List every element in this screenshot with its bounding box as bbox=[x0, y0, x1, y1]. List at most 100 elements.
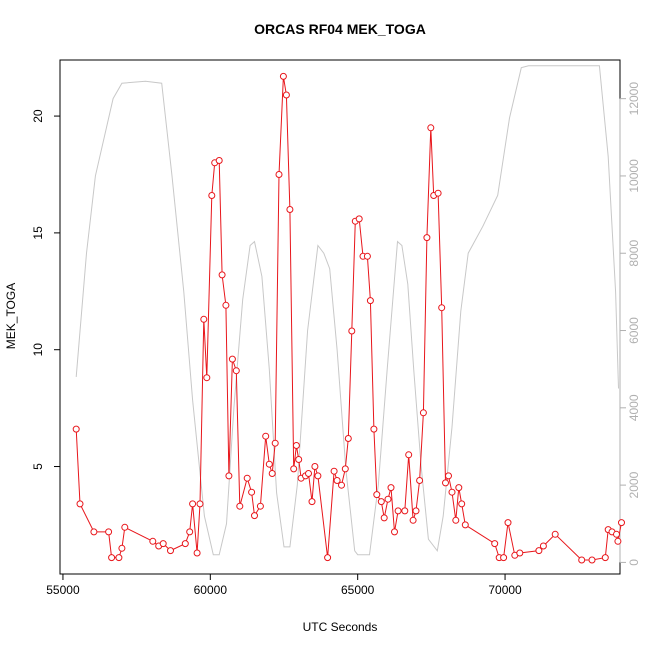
data-point bbox=[377, 498, 385, 506]
data-point bbox=[305, 470, 312, 477]
data-point bbox=[225, 472, 233, 480]
data-point bbox=[423, 234, 431, 242]
y-axis-label: MEK_TOGA bbox=[4, 283, 18, 349]
data-point bbox=[271, 439, 279, 447]
data-point bbox=[268, 470, 276, 477]
data-point bbox=[516, 549, 524, 557]
data-point bbox=[203, 374, 211, 382]
data-point bbox=[370, 425, 378, 433]
x-axis: 55000 60000 65000 70000 bbox=[46, 573, 522, 597]
plot-frame bbox=[59, 59, 621, 575]
secondary-y-axis: 0 2000 4000 6000 8000 10000 12000 bbox=[619, 82, 641, 566]
y2-tick-label: 2000 bbox=[627, 471, 641, 498]
data-point bbox=[448, 488, 456, 496]
data-point bbox=[279, 72, 287, 80]
data-point bbox=[215, 157, 223, 164]
data-point bbox=[248, 488, 256, 496]
y2-tick-label: 10000 bbox=[627, 159, 641, 193]
y2-tick-label: 12000 bbox=[627, 82, 641, 116]
data-point bbox=[72, 425, 80, 433]
data-point bbox=[409, 516, 417, 524]
data-point bbox=[445, 472, 452, 480]
y2-tick-label: 8000 bbox=[627, 240, 641, 267]
y2-tick-label: 6000 bbox=[627, 317, 641, 344]
data-point bbox=[90, 528, 98, 536]
data-point bbox=[401, 507, 409, 515]
data-point bbox=[181, 540, 189, 548]
y-axis: 5 10 15 20 bbox=[31, 109, 61, 470]
data-point bbox=[434, 189, 442, 197]
x-axis-label: UTC Seconds bbox=[303, 620, 378, 634]
data-point bbox=[251, 512, 258, 520]
x-tick-label: 60000 bbox=[194, 583, 228, 597]
data-point bbox=[618, 519, 625, 527]
x-tick-label: 70000 bbox=[488, 583, 522, 597]
data-point bbox=[500, 554, 508, 562]
data-point bbox=[330, 467, 338, 475]
data-point bbox=[416, 477, 424, 484]
data-point bbox=[159, 540, 167, 548]
data-point bbox=[588, 556, 596, 564]
x-tick-label: 55000 bbox=[46, 583, 80, 597]
data-point bbox=[324, 554, 332, 562]
data-point bbox=[286, 206, 294, 213]
data-point bbox=[412, 507, 420, 515]
y2-tick-label: 0 bbox=[627, 559, 641, 566]
data-point bbox=[338, 481, 345, 489]
data-point bbox=[366, 297, 374, 305]
y-tick-label: 5 bbox=[31, 463, 45, 470]
data-point bbox=[265, 460, 273, 468]
chart-title: ORCAS RF04 MEK_TOGA bbox=[254, 21, 426, 37]
data-point bbox=[348, 327, 356, 335]
data-point bbox=[218, 271, 226, 279]
data-point bbox=[262, 432, 270, 440]
data-point bbox=[228, 355, 236, 363]
data-point bbox=[442, 479, 449, 487]
data-point bbox=[167, 547, 174, 555]
data-point bbox=[373, 491, 381, 499]
data-point bbox=[394, 507, 402, 515]
data-point bbox=[222, 301, 230, 309]
data-point bbox=[405, 451, 413, 459]
y-tick-label: 20 bbox=[31, 109, 45, 123]
data-point bbox=[363, 252, 371, 260]
secondary-series-line bbox=[75, 65, 619, 556]
data-point bbox=[491, 540, 499, 548]
data-point bbox=[108, 554, 116, 562]
data-point bbox=[504, 519, 512, 527]
data-point bbox=[308, 498, 316, 506]
data-point bbox=[384, 495, 392, 503]
data-point bbox=[186, 528, 194, 536]
data-point bbox=[387, 484, 395, 492]
data-point bbox=[76, 500, 84, 508]
data-point bbox=[419, 409, 427, 417]
y-tick-label: 10 bbox=[31, 343, 45, 357]
primary-series-line bbox=[75, 76, 622, 561]
data-point bbox=[232, 367, 240, 375]
data-point bbox=[311, 463, 319, 470]
data-point bbox=[391, 528, 398, 536]
data-point bbox=[578, 556, 586, 564]
data-point bbox=[551, 530, 559, 538]
secondary-series bbox=[75, 65, 619, 556]
data-point bbox=[455, 484, 463, 492]
primary-series bbox=[72, 72, 625, 564]
data-point bbox=[236, 502, 244, 510]
data-point bbox=[314, 472, 322, 480]
data-point bbox=[256, 502, 264, 510]
x-tick-label: 65000 bbox=[341, 583, 375, 597]
data-point bbox=[539, 542, 547, 550]
data-point bbox=[275, 171, 283, 178]
data-point bbox=[461, 521, 469, 529]
data-point bbox=[200, 315, 208, 323]
data-point bbox=[613, 530, 620, 538]
data-point bbox=[452, 516, 460, 524]
data-point bbox=[105, 528, 113, 536]
data-point bbox=[355, 215, 363, 223]
data-point bbox=[243, 474, 251, 482]
data-point bbox=[189, 500, 197, 508]
data-point bbox=[295, 456, 303, 463]
data-point bbox=[115, 554, 123, 562]
y-tick-label: 15 bbox=[31, 226, 45, 240]
